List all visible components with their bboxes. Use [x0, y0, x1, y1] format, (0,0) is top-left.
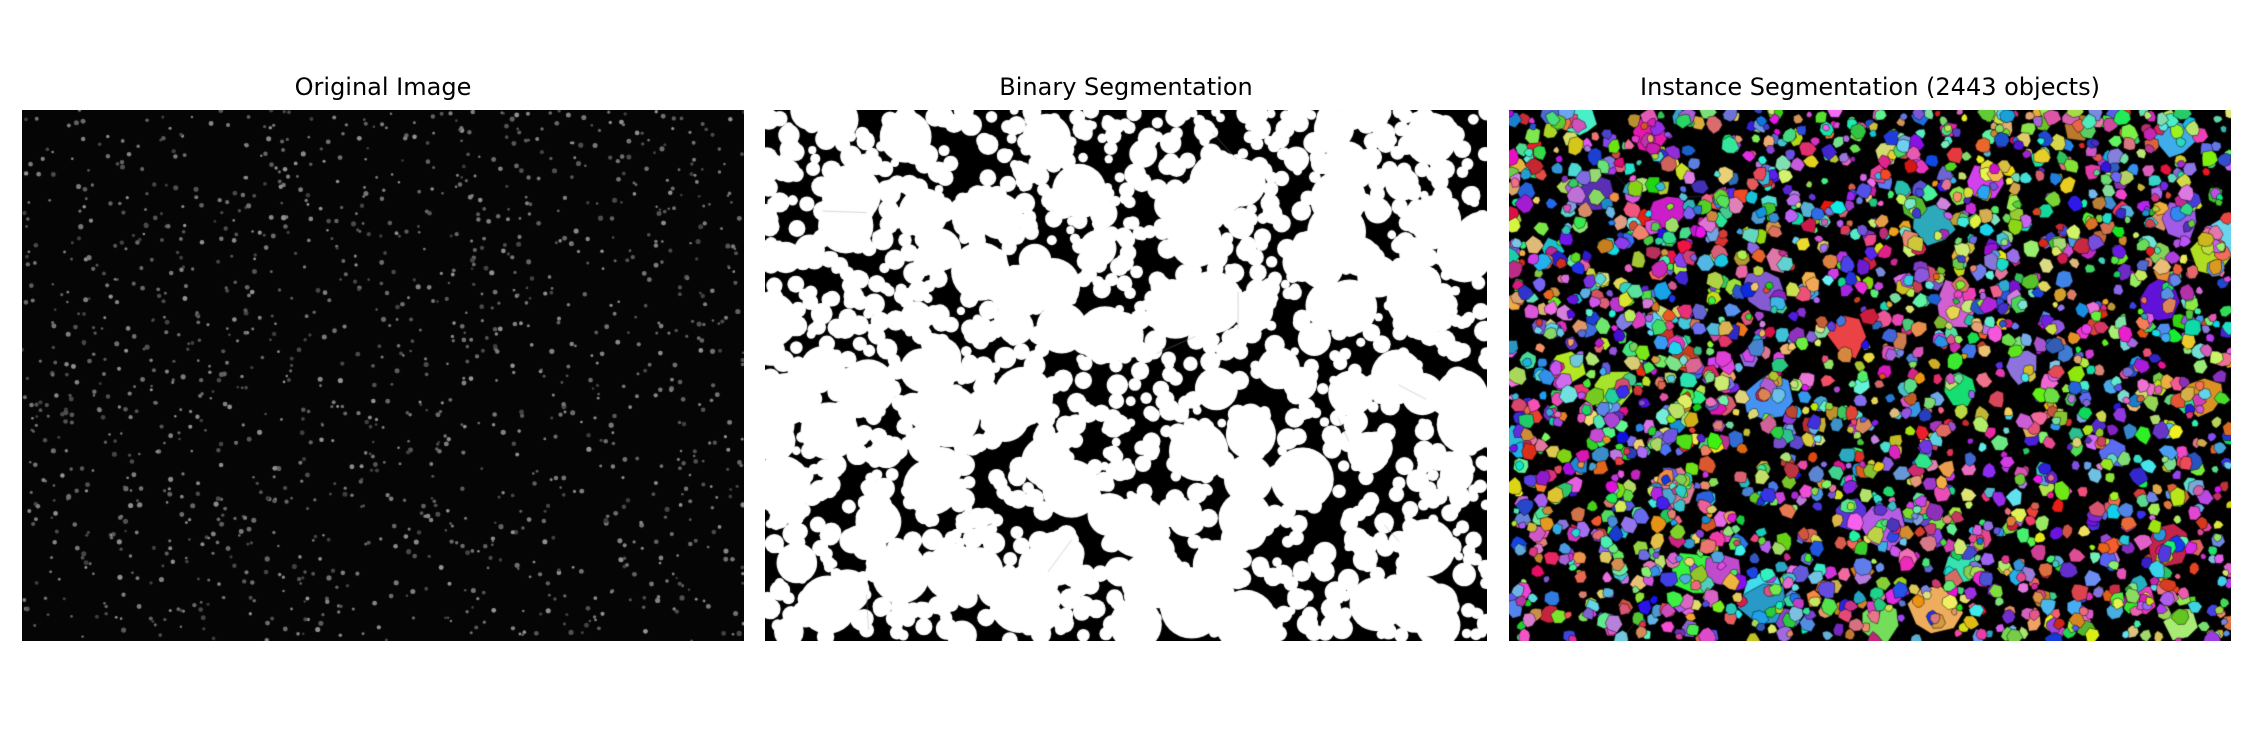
binary-segmentation-image — [765, 110, 1487, 641]
panel-original-image: Original Image — [22, 0, 744, 750]
panel-title: Original Image — [22, 73, 744, 101]
panel-title: Instance Segmentation (2443 objects) — [1509, 73, 2231, 101]
panel-title: Binary Segmentation — [765, 73, 1487, 101]
panel-binary-segmentation: Binary Segmentation — [765, 0, 1487, 750]
original-image — [22, 110, 744, 641]
instance-segmentation-image — [1509, 110, 2231, 641]
panel-instance-segmentation: Instance Segmentation (2443 objects) — [1509, 0, 2231, 750]
